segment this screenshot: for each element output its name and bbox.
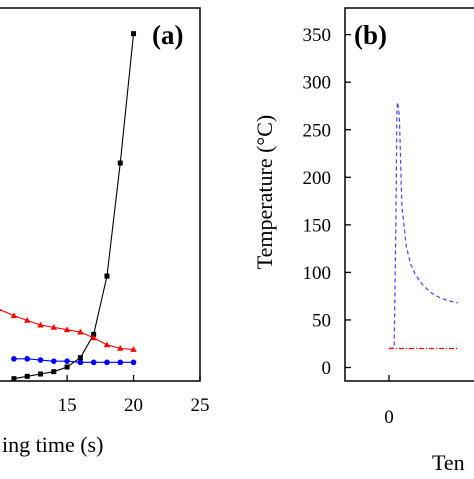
panel-a-series-0-point [91,331,97,337]
panel-a-series-0-point [11,376,17,381]
panel-a-x-tick-label: 25 [191,395,210,416]
panel-a-series-1-point [24,316,31,323]
panel-a-series-1-point [77,328,84,335]
panel-b-frame [344,7,474,382]
panel-a-label: (a) [152,20,183,50]
panel-a-series-0-point [64,364,70,370]
panel-a-series-0-point [24,373,30,379]
panel-a-x-axis-title: ing time (s) [2,432,103,457]
panel-b-y-tick-label: 350 [303,25,332,46]
panel-a-series-0-point [77,355,83,361]
panel-b-series-0-line [389,102,458,350]
panel-a-series-2-point [24,356,31,362]
panel-a-frame [0,7,201,382]
panel-a-series-2-point [77,359,84,366]
panel-a-series-0-point [51,369,57,375]
panel-a-plot-area [0,31,137,381]
panel-a-x-tick-label: 15 [58,395,77,416]
panel-a-series-2-line [13,358,134,363]
panel-b-y-tick-label: 150 [303,215,332,236]
panel-a-x-ticks: 15 20 25 [58,375,210,416]
panel-b-y-tick-label: 100 [303,263,332,284]
panel-a-series-2-point [37,357,44,363]
panel-a-series-0-point [38,371,44,377]
panel-a-series-1-point [90,334,97,341]
panel-a-series-2-point [130,359,137,366]
panel-a-x-tick-label: 20 [124,395,143,416]
panel-b-y-tick-label: 50 [312,310,331,331]
panel-a-series-1-point [0,309,2,312]
panel-a-series-2-point [11,356,17,362]
panel-a-series-group [0,31,137,381]
panel-a-series-1-point [130,346,137,352]
panel-b: 0 50 100 150 200 250 300 350 0 (b) Temperature (… [252,7,474,475]
panel-a-series-1-point [117,344,124,351]
panel-b-y-tick-label: 200 [303,168,332,189]
panel-a-series-2-point [117,359,124,366]
panel-a-series-2-point [104,359,110,366]
panel-b-x-tick-label: 0 [384,407,394,428]
panel-a-series-1-point [37,321,44,328]
panel-a-series-0-point [117,160,123,166]
panel-a-series-0-line [13,33,135,380]
panel-b-y-tick-label: 250 [303,120,332,141]
panel-b-label: (b) [354,20,387,50]
panel-b-plot-area [389,102,458,350]
panel-a-series-1-point [63,326,71,333]
panel-a-series-2-point [90,359,97,366]
panel-b-y-tick-label: 300 [303,73,332,94]
panel-b-y-axis-title: Temperature (°C) [252,115,277,269]
panel-a-series-0-point [131,31,137,37]
panel-a-series-0-point [104,273,110,279]
panel-a-series-2-point [64,358,70,364]
panel-b-ticks: 0 50 100 150 200 250 300 350 0 [303,25,394,428]
panel-a-series-1-point [10,312,18,319]
panel-b-y-tick-label: 0 [322,358,332,379]
panel-a-series-1-point [103,341,111,348]
panel-a-series-2-point [50,358,57,364]
panel-a: 15 20 25 (a) ing time (s) [0,7,210,457]
panel-a-series-1-point [50,323,57,330]
panel-b-x-axis-title: Ten [432,450,465,474]
